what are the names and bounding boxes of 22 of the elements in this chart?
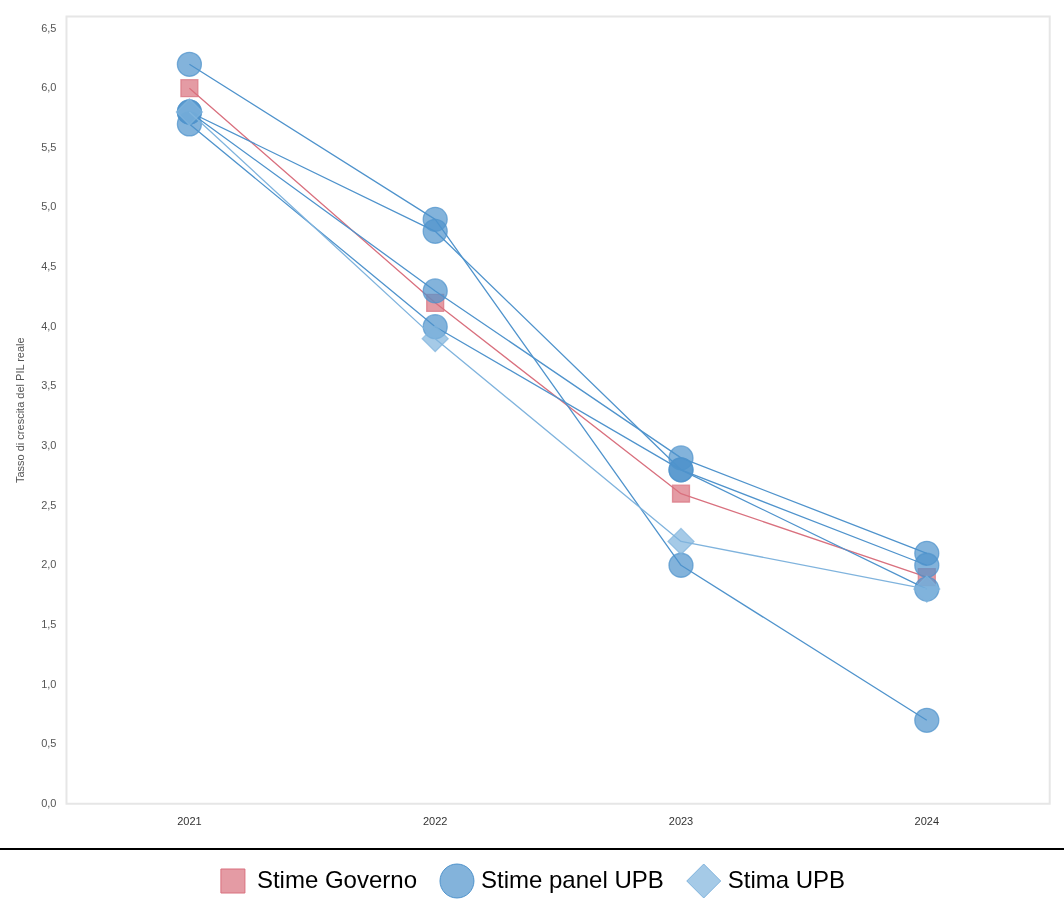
x-tick-label: 2024: [914, 815, 940, 828]
y-tick-label: 6,5: [41, 21, 57, 34]
y-tick-label: 0,0: [41, 796, 57, 809]
y-tick-label: 5,5: [41, 140, 57, 153]
y-tick-label: 4,0: [41, 319, 57, 332]
legend-label: Stime Governo: [256, 865, 417, 893]
legend-label: Stima UPB: [727, 865, 846, 893]
x-tick-label: 2022: [422, 815, 448, 828]
y-tick-label: 1,5: [41, 617, 57, 630]
legend-label: Stime panel UPB: [480, 865, 664, 893]
y-axis-title: Tasso di crescita del PIL reale: [13, 337, 26, 484]
y-tick-label: 0,5: [41, 737, 57, 750]
x-tick-label: 2021: [177, 815, 202, 828]
y-tick-label: 2,0: [41, 558, 57, 571]
y-tick-label: 1,0: [41, 677, 57, 690]
y-tick-label: 3,5: [41, 379, 57, 392]
y-tick-label: 2,5: [41, 498, 57, 511]
y-tick-label: 4,5: [41, 260, 57, 273]
y-tick-label: 6,0: [41, 81, 57, 94]
y-tick-label: 5,0: [41, 200, 57, 213]
y-tick-label: 3,0: [41, 439, 57, 452]
x-tick-label: 2023: [668, 815, 694, 828]
